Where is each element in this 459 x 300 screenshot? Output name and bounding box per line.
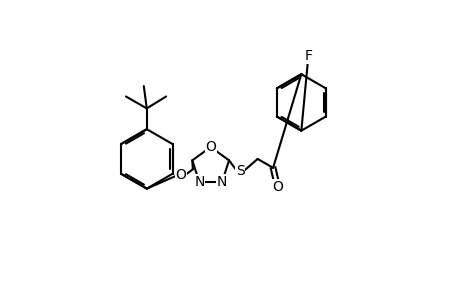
Text: S: S [235,164,244,178]
Text: O: O [205,140,216,154]
Text: O: O [272,180,282,194]
Text: F: F [304,50,312,63]
Text: N: N [194,175,204,189]
Text: O: O [175,168,186,182]
Text: N: N [216,175,227,189]
